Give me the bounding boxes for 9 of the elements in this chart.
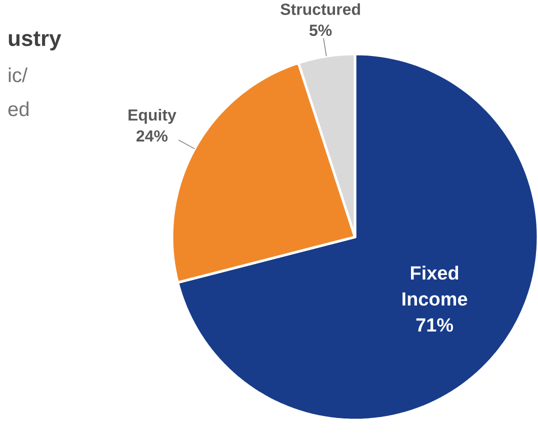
text: ed — [8, 102, 28, 116]
data-label: 5% — [309, 24, 332, 36]
text: ustry — [8, 32, 62, 50]
slice-label: Equity — [128, 108, 176, 124]
slice-label: Fixed Income — [402, 266, 468, 306]
data-label: 24% — [136, 130, 168, 142]
slice-label: Structured — [280, 3, 360, 15]
text: ic/ — [8, 68, 28, 82]
data-label: 71% — [416, 318, 454, 332]
